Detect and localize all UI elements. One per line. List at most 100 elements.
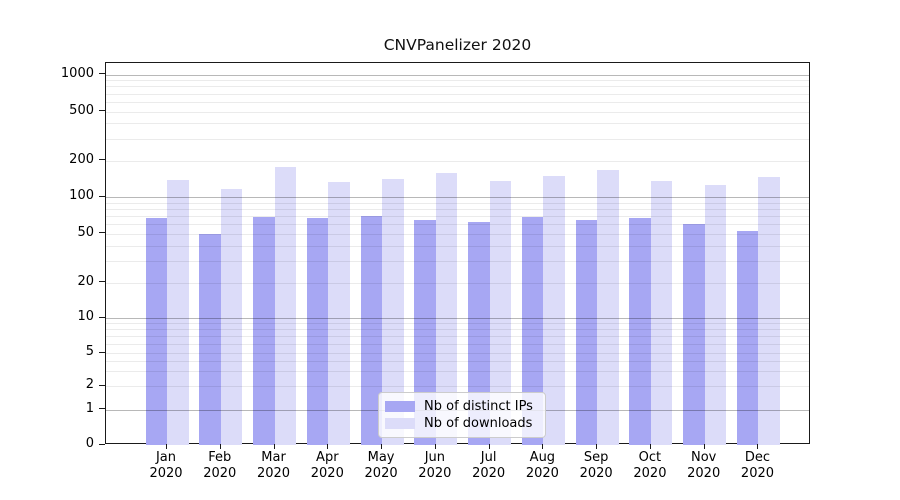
y-gridline-minor	[106, 233, 809, 235]
x-tick-label-dec: Dec 2020	[740, 450, 775, 481]
bar-mar-downloads	[274, 166, 297, 445]
y-gridline-minor	[106, 93, 809, 95]
x-tick-mark	[649, 444, 651, 449]
x-tick-label-oct: Oct 2020	[633, 450, 667, 481]
bar-apr-distinct-ips	[306, 218, 329, 445]
y-gridline-minor	[106, 123, 809, 125]
y-tick-mark	[99, 159, 105, 160]
chart-title: CNVPanelizer 2020	[383, 36, 532, 54]
bar-jan-distinct-ips	[145, 218, 167, 445]
y-gridline-minor	[106, 361, 809, 363]
bar-oct-distinct-ips	[629, 218, 651, 445]
bar-apr-downloads	[328, 181, 350, 445]
y-tick-label: 200	[69, 151, 94, 167]
y-tick-label: 2	[85, 377, 94, 392]
y-tick-mark	[99, 351, 105, 353]
legend-label-downloads: Nb of downloads	[424, 416, 533, 432]
x-tick-label-aug: Aug 2020	[525, 450, 559, 481]
bar-jul-downloads	[489, 181, 512, 445]
bar-mar-distinct-ips	[253, 216, 275, 445]
legend-item-downloads: Nb of downloads	[385, 416, 537, 431]
y-gridline-minor	[106, 138, 809, 140]
x-tick-label-nov: Nov 2020	[687, 450, 721, 481]
y-tick-label: 5	[85, 344, 94, 359]
bar-jun-distinct-ips	[414, 219, 436, 445]
legend: Nb of distinct IPs Nb of downloads	[378, 392, 546, 438]
y-tick-label: 100	[69, 188, 94, 204]
y-gridline-minor	[106, 371, 809, 373]
y-tick-mark	[99, 232, 105, 234]
y-tick-label: 0	[85, 436, 94, 451]
y-tick-label: 1	[85, 400, 94, 416]
x-tick-label-mar: Mar 2020	[256, 450, 291, 481]
bar-oct-downloads	[650, 180, 673, 445]
x-tick-mark	[381, 444, 383, 449]
y-gridline-minor	[106, 343, 809, 345]
bar-jun-downloads	[435, 172, 458, 445]
x-tick-mark	[273, 444, 275, 449]
y-tick-mark	[99, 384, 105, 386]
bar-aug-distinct-ips	[521, 216, 544, 445]
x-tick-mark	[757, 444, 759, 449]
y-gridline-minor	[106, 353, 809, 354]
y-gridline-minor	[106, 160, 809, 162]
y-gridline-minor	[106, 216, 809, 218]
y-tick-mark	[99, 408, 105, 409]
bar-feb-distinct-ips	[199, 233, 221, 445]
x-tick-mark	[166, 444, 167, 449]
x-tick-mark	[219, 444, 221, 449]
x-tick-mark	[434, 444, 436, 449]
plot-area	[105, 62, 810, 445]
x-tick-label-apr: Apr 2020	[310, 450, 344, 481]
y-tick-label: 1000	[60, 65, 94, 81]
y-gridline-minor	[106, 245, 809, 247]
bar-nov-distinct-ips	[683, 224, 705, 445]
bar-sep-distinct-ips	[575, 219, 598, 445]
bar-aug-downloads	[543, 176, 565, 445]
bar-nov-downloads	[704, 185, 727, 445]
legend-swatch-downloads	[385, 418, 415, 430]
y-gridline-minor	[106, 101, 809, 103]
bar-jan-downloads	[167, 179, 189, 445]
y-gridline-major	[106, 197, 809, 199]
bar-may-downloads	[382, 179, 404, 445]
y-gridline-minor	[106, 329, 809, 331]
y-tick-label: 20	[77, 273, 94, 289]
x-tick-label-may: May 2020	[364, 450, 398, 481]
bar-sep-downloads	[597, 170, 619, 445]
y-gridline-major	[106, 318, 809, 319]
y-gridline-minor	[106, 202, 809, 204]
y-tick-label: 50	[77, 224, 94, 240]
x-tick-mark	[327, 444, 329, 449]
y-tick-mark	[99, 195, 105, 197]
x-tick-mark	[703, 444, 705, 449]
y-gridline-minor	[106, 86, 809, 88]
bar-jul-distinct-ips	[468, 222, 490, 445]
y-tick-mark	[99, 281, 105, 282]
y-gridline-minor	[106, 260, 809, 262]
y-tick-mark	[99, 73, 105, 74]
y-gridline-minor	[106, 336, 809, 337]
bar-feb-downloads	[220, 188, 243, 445]
legend-swatch-distinct-ips	[385, 400, 415, 412]
y-gridline-major	[106, 74, 809, 76]
bar-dec-distinct-ips	[736, 230, 759, 445]
x-tick-mark	[488, 444, 490, 449]
y-gridline-minor	[106, 111, 809, 113]
y-tick-mark	[99, 316, 105, 318]
y-gridline-minor	[106, 224, 809, 226]
y-tick-label: 10	[77, 309, 94, 324]
y-tick-mark	[99, 443, 105, 445]
x-tick-mark	[596, 444, 598, 449]
y-gridline-minor	[106, 80, 809, 82]
x-tick-label-jan: Jan 2020	[149, 450, 183, 481]
y-gridline-minor	[106, 386, 809, 387]
legend-label-distinct-ips: Nb of distinct IPs	[424, 398, 533, 414]
y-tick-label: 500	[69, 102, 94, 118]
legend-item-distinct-ips: Nb of distinct IPs	[385, 399, 537, 414]
bar-may-distinct-ips	[360, 216, 383, 445]
x-tick-label-sep: Sep 2020	[579, 450, 613, 481]
y-gridline-minor	[106, 282, 809, 284]
x-tick-mark	[542, 444, 544, 449]
